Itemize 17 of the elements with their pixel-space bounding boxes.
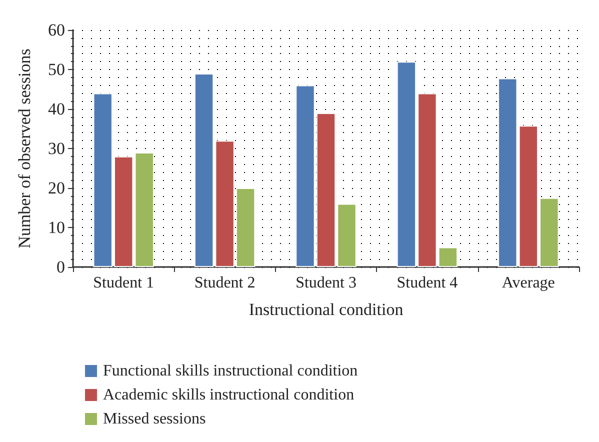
legend-label: Functional skills instructional condition (103, 362, 358, 380)
x-tick-label: Student 3 (296, 274, 356, 292)
y-tick-label: 30 (48, 139, 65, 158)
y-tick-label: 0 (56, 258, 65, 276)
y-axis-title: Number of observed sessions (15, 48, 34, 248)
y-tick-label: 10 (48, 218, 65, 237)
y-tick-label: 50 (48, 60, 65, 79)
y-tick-label: 20 (48, 178, 65, 198)
x-tick-label: Student 2 (194, 274, 256, 292)
x-axis-title: Instructional condition (248, 300, 404, 319)
y-tick-label: 60 (48, 20, 65, 40)
y-tick-label: 40 (48, 100, 65, 118)
legend-label: Missed sessions (103, 410, 206, 428)
x-tick-label: Average (502, 274, 555, 292)
x-tick-label: Student 1 (93, 274, 154, 292)
x-tick-label: Student 4 (396, 274, 458, 292)
legend-label: Academic skills instructional condition (103, 386, 354, 404)
